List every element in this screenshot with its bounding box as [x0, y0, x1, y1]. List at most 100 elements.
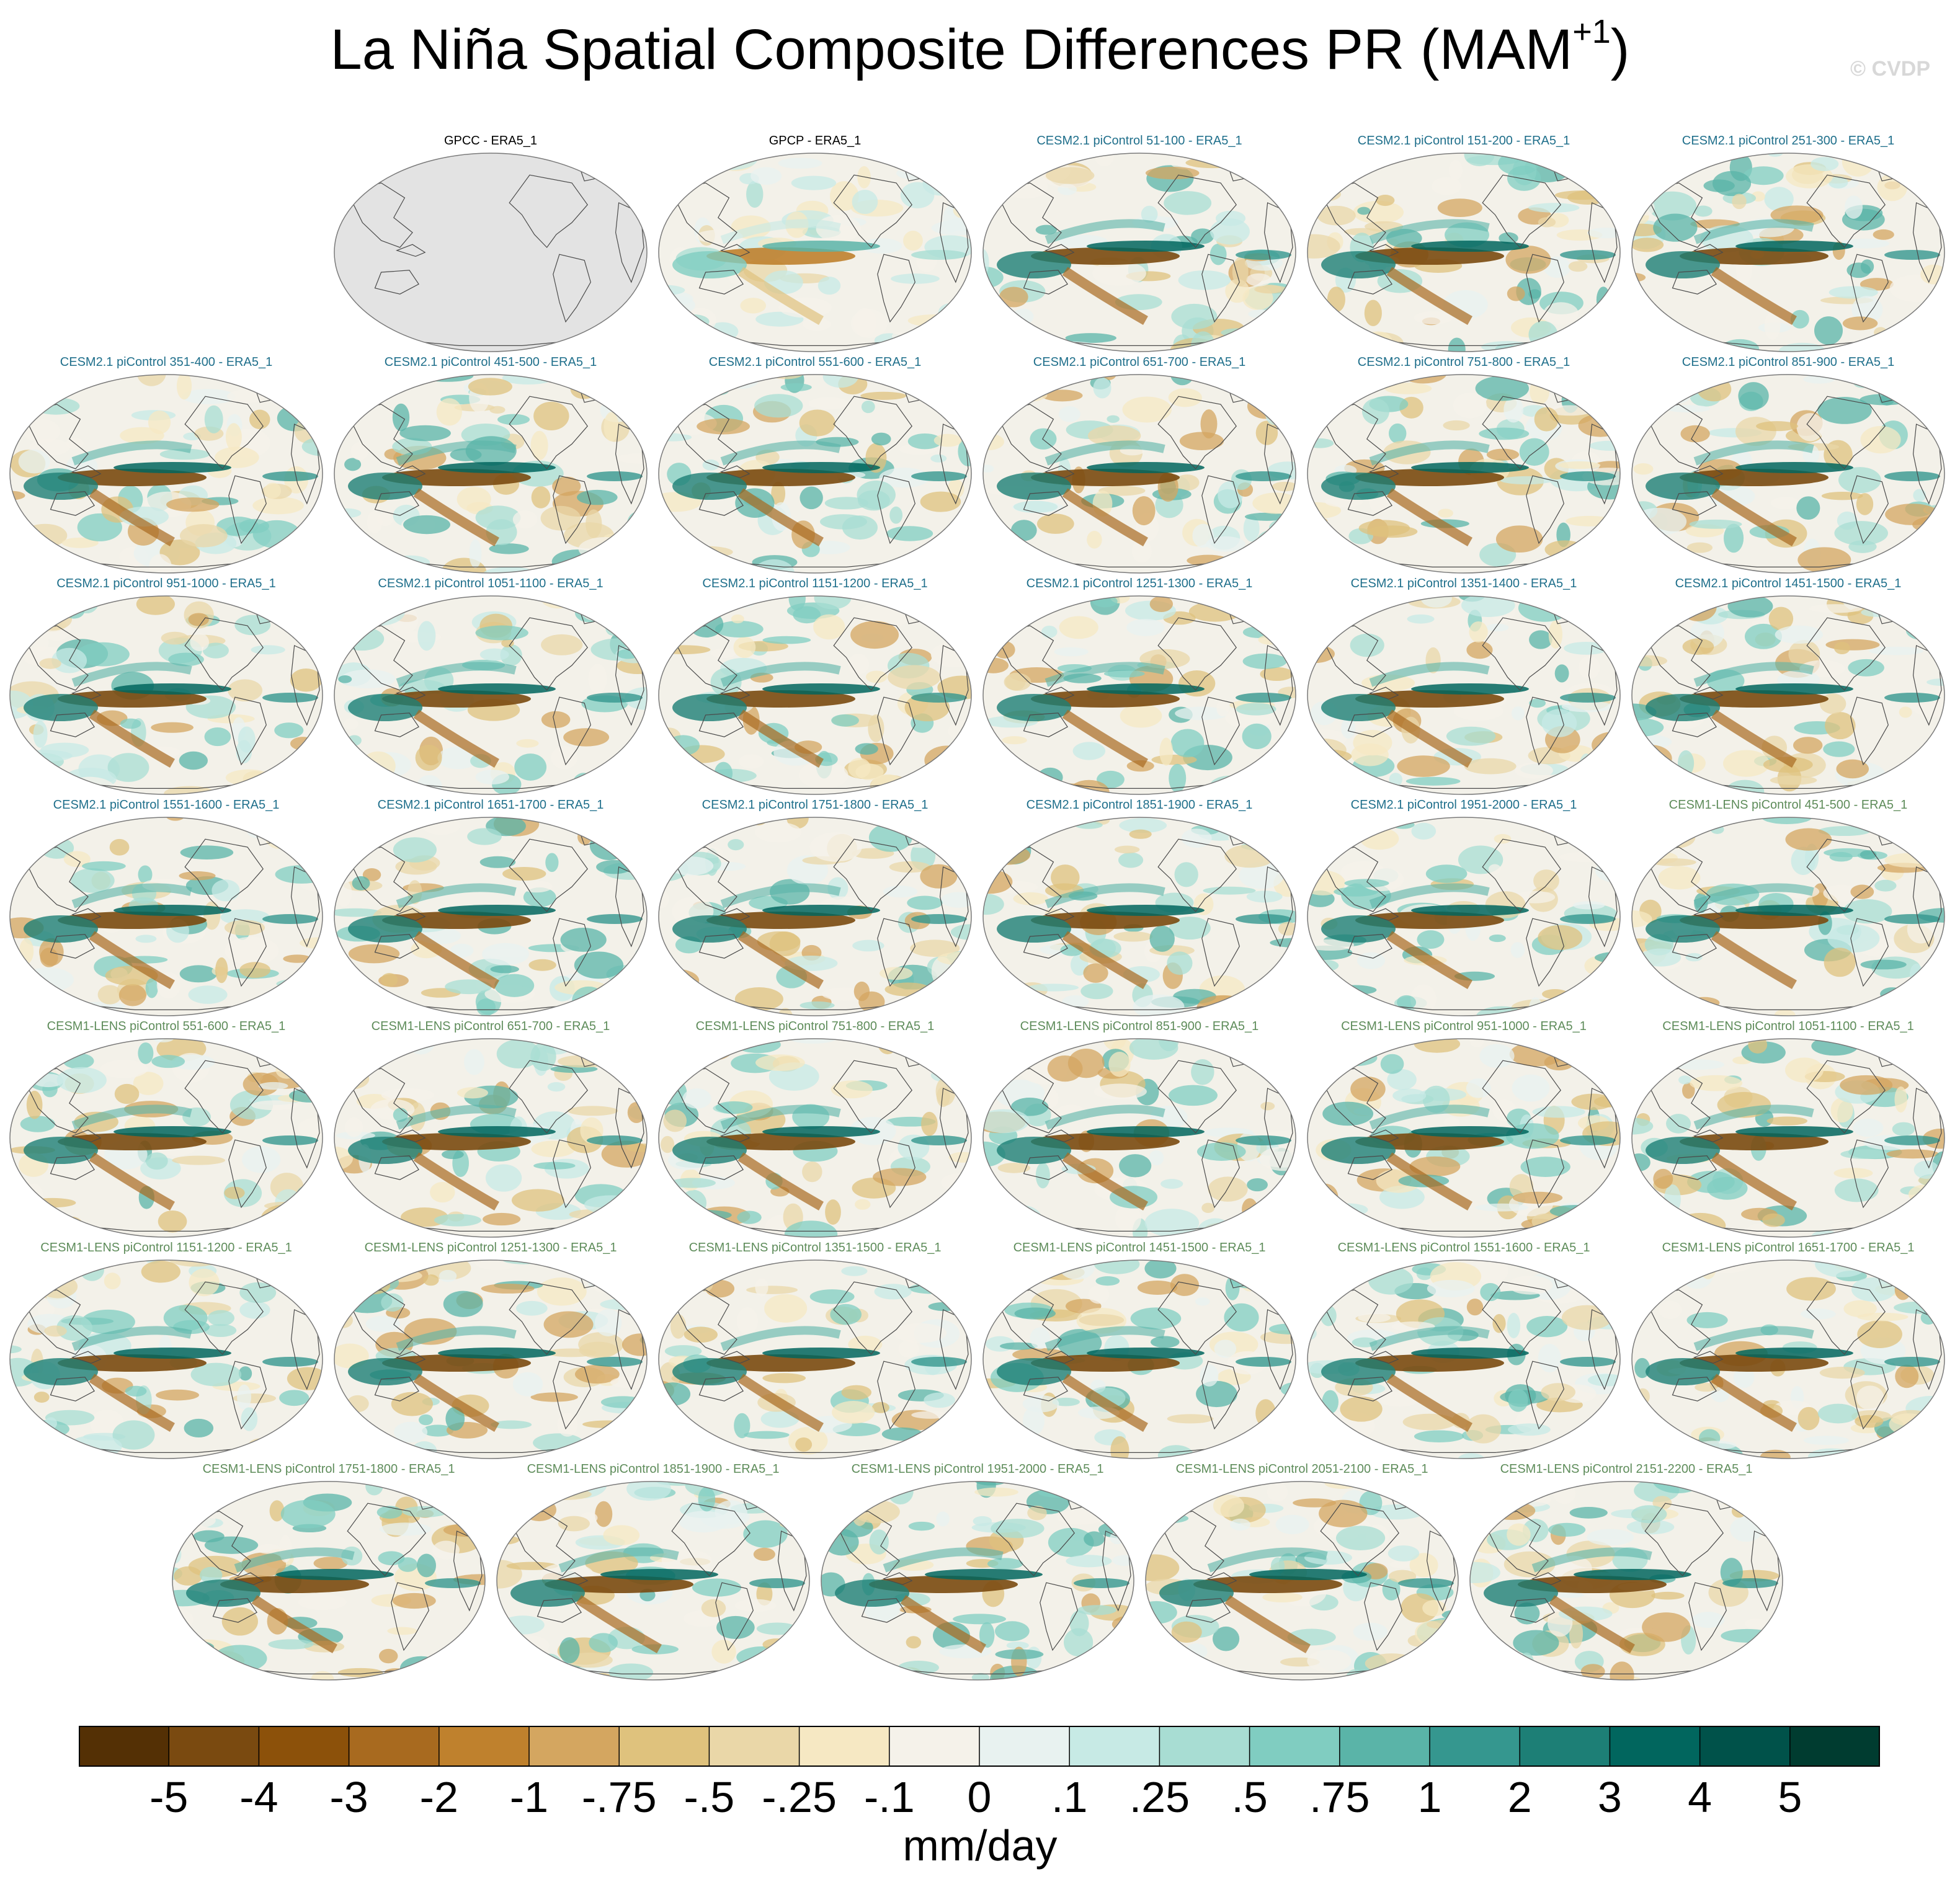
map-panel-title: CESM1-LENS piControl 2051-2100 - ERA5_1	[1175, 1462, 1428, 1476]
colorbar-tick: 0	[967, 1773, 992, 1821]
precipitation-anomaly-map	[9, 817, 323, 1016]
map-panel: CESM2.1 piControl 1651-1700 - ERA5_1	[329, 798, 652, 1020]
map-panel: CESM1-LENS piControl 551-600 - ERA5_1	[5, 1019, 327, 1241]
map-panel-title: CESM2.1 piControl 1851-1900 - ERA5_1	[1026, 798, 1253, 812]
map-panel-title: CESM1-LENS piControl 1351-1500 - ERA5_1	[688, 1241, 942, 1255]
map-panel-title: CESM2.1 piControl 551-600 - ERA5_1	[708, 355, 922, 369]
map-panel: CESM1-LENS piControl 951-1000 - ERA5_1	[1303, 1019, 1625, 1241]
precipitation-anomaly-map	[658, 595, 972, 795]
precipitation-anomaly-map	[9, 374, 323, 574]
colorbar-swatch	[709, 1726, 800, 1766]
map-panel-title: CESM1-LENS piControl 951-1000 - ERA5_1	[1341, 1019, 1587, 1033]
map-panel: CESM2.1 piControl 251-300 - ERA5_1	[1627, 134, 1949, 356]
colorbar-swatch	[169, 1726, 259, 1766]
map-panel-title: CESM1-LENS piControl 1551-1600 - ERA5_1	[1337, 1241, 1590, 1255]
colorbar-tick: .25	[1129, 1773, 1190, 1821]
colorbar-tick: -3	[329, 1773, 368, 1821]
colorbar-swatch	[1789, 1726, 1880, 1766]
colorbar	[79, 1726, 1880, 1767]
colorbar-swatch	[349, 1726, 439, 1766]
map-panel-title: CESM1-LENS piControl 651-700 - ERA5_1	[371, 1019, 610, 1033]
precipitation-anomaly-map	[1631, 374, 1945, 574]
map-panel: CESM1-LENS piControl 1051-1100 - ERA5_1	[1627, 1019, 1949, 1241]
precipitation-anomaly-map	[658, 1038, 972, 1238]
colorbar-tick: -2	[419, 1773, 458, 1821]
colorbar-swatch	[439, 1726, 529, 1766]
colorbar-swatch	[1520, 1726, 1610, 1766]
map-panel-title: CESM1-LENS piControl 1951-2000 - ERA5_1	[851, 1462, 1104, 1476]
map-panel-title: CESM1-LENS piControl 1851-1900 - ERA5_1	[527, 1462, 780, 1476]
map-panel: CESM1-LENS piControl 1451-1500 - ERA5_1	[978, 1241, 1301, 1463]
precipitation-anomaly-map	[1631, 1038, 1945, 1238]
colorbar-swatch	[1069, 1726, 1160, 1766]
map-panel-title: CESM1-LENS piControl 1651-1700 - ERA5_1	[1662, 1241, 1915, 1255]
colorbar-swatch	[619, 1726, 710, 1766]
map-panel: CESM2.1 piControl 51-100 - ERA5_1	[978, 134, 1301, 356]
precipitation-anomaly-map	[658, 153, 972, 352]
map-panel-title: CESM2.1 piControl 1951-2000 - ERA5_1	[1350, 798, 1577, 812]
precipitation-anomaly-map	[1307, 374, 1621, 574]
figure-title: La Niña Spatial Composite Differences PR…	[0, 13, 1960, 82]
map-panel: CESM2.1 piControl 651-700 - ERA5_1	[978, 355, 1301, 577]
map-panel: CESM1-LENS piControl 1651-1700 - ERA5_1	[1627, 1241, 1949, 1463]
map-panel-title: CESM2.1 piControl 1151-1200 - ERA5_1	[702, 577, 928, 590]
map-panel-title: CESM2.1 piControl 1551-1600 - ERA5_1	[53, 798, 280, 812]
precipitation-anomaly-map	[1469, 1481, 1783, 1681]
precipitation-anomaly-map	[334, 595, 648, 795]
precipitation-anomaly-map	[9, 595, 323, 795]
map-panel-title: CESM2.1 piControl 451-500 - ERA5_1	[384, 355, 597, 369]
map-panel-grid: GPCC - ERA5_1 GPCP - ERA5_1 CESM2.1 piCont…	[5, 134, 1949, 1684]
precipitation-anomaly-map	[1307, 153, 1621, 352]
map-panel: CESM2.1 piControl 1251-1300 - ERA5_1	[978, 577, 1301, 799]
colorbar-tick: 2	[1507, 1773, 1532, 1821]
colorbar-swatch	[259, 1726, 349, 1766]
precipitation-anomaly-map	[334, 817, 648, 1016]
precipitation-anomaly-map	[172, 1481, 486, 1681]
colorbar-swatch	[979, 1726, 1070, 1766]
precipitation-anomaly-map	[982, 595, 1296, 795]
colorbar-tick: 4	[1688, 1773, 1713, 1821]
colorbar-tick: -.5	[684, 1773, 735, 1821]
map-panel: CESM2.1 piControl 1851-1900 - ERA5_1	[978, 798, 1301, 1020]
map-panel-title: CESM1-LENS piControl 551-600 - ERA5_1	[47, 1019, 286, 1033]
colorbar-tick: .5	[1231, 1773, 1268, 1821]
map-panel-title: CESM1-LENS piControl 2151-2200 - ERA5_1	[1500, 1462, 1753, 1476]
precipitation-anomaly-map	[1307, 1038, 1621, 1238]
precipitation-anomaly-map	[982, 153, 1296, 352]
map-panel-title: CESM1-LENS piControl 751-800 - ERA5_1	[695, 1019, 935, 1033]
map-panel-title: CESM2.1 piControl 1251-1300 - ERA5_1	[1026, 577, 1253, 590]
precipitation-anomaly-map	[1631, 153, 1945, 352]
colorbar-tick: -.25	[762, 1773, 837, 1821]
precipitation-anomaly-map	[982, 374, 1296, 574]
precipitation-anomaly-map	[334, 1259, 648, 1459]
precipitation-anomaly-map	[1307, 1259, 1621, 1459]
precipitation-anomaly-map	[1307, 595, 1621, 795]
colorbar-swatch	[1249, 1726, 1340, 1766]
precipitation-anomaly-map	[658, 817, 972, 1016]
map-panel-title: CESM2.1 piControl 251-300 - ERA5_1	[1682, 134, 1895, 148]
map-panel: CESM2.1 piControl 351-400 - ERA5_1	[5, 355, 327, 577]
precipitation-anomaly-map	[1631, 1259, 1945, 1459]
precipitation-anomaly-map	[9, 1259, 323, 1459]
colorbar-tick: -5	[149, 1773, 189, 1821]
cvdp-watermark: © CVDP	[1850, 57, 1930, 81]
map-panel: CESM2.1 piControl 751-800 - ERA5_1	[1303, 355, 1625, 577]
map-panel: CESM2.1 piControl 951-1000 - ERA5_1	[5, 577, 327, 799]
colorbar-tick: 3	[1597, 1773, 1622, 1821]
map-panel-title: CESM1-LENS piControl 1151-1200 - ERA5_1	[40, 1241, 292, 1255]
map-panel: CESM2.1 piControl 551-600 - ERA5_1	[654, 355, 976, 577]
colorbar-swatch	[1339, 1726, 1430, 1766]
colorbar-tick: -1	[509, 1773, 549, 1821]
map-panel: CESM1-LENS piControl 1851-1900 - ERA5_1	[492, 1462, 814, 1684]
colorbar-swatch	[799, 1726, 889, 1766]
colorbar-swatch	[529, 1726, 620, 1766]
map-panel: CESM2.1 piControl 851-900 - ERA5_1	[1627, 355, 1949, 577]
precipitation-anomaly-map	[658, 1259, 972, 1459]
map-panel-title: GPCC - ERA5_1	[443, 134, 538, 148]
colorbar-swatch	[1159, 1726, 1250, 1766]
precipitation-anomaly-map	[1145, 1481, 1459, 1681]
map-panel: CESM2.1 piControl 1151-1200 - ERA5_1	[654, 577, 976, 799]
map-panel-title: CESM2.1 piControl 1451-1500 - ERA5_1	[1675, 577, 1902, 590]
figure-title-superscript: +1	[1572, 13, 1611, 50]
map-panel: CESM1-LENS piControl 651-700 - ERA5_1	[329, 1019, 652, 1241]
